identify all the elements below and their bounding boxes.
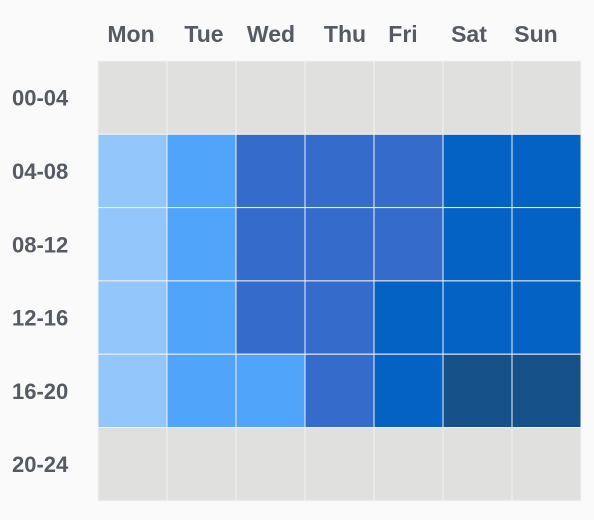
row-label-08-12: 08-12 [12, 232, 68, 257]
cell-fri-16-20 [373, 353, 444, 429]
cell-sun-20-24 [511, 427, 582, 502]
col-label-sun: Sun [514, 21, 557, 47]
cell-wed-16-20 [235, 353, 306, 429]
row-label-00-04: 00-04 [12, 86, 69, 111]
cell-sun-12-16 [511, 280, 582, 355]
cell-fri-20-24 [373, 427, 444, 502]
cell-fri-12-16 [373, 280, 444, 355]
col-label-fri: Fri [388, 21, 417, 47]
cell-thu-08-12 [304, 207, 375, 282]
cell-thu-16-20 [304, 353, 375, 429]
heatmap-cells [97, 60, 582, 502]
cell-tue-00-04 [166, 60, 237, 135]
cell-wed-00-04 [235, 60, 306, 135]
cell-sun-16-20 [511, 353, 582, 429]
cell-mon-00-04 [97, 60, 168, 135]
cell-sun-00-04 [511, 60, 582, 135]
cell-sat-00-04 [442, 60, 513, 135]
col-label-tue: Tue [184, 21, 223, 47]
cell-sat-16-20 [442, 353, 513, 429]
cell-tue-20-24 [166, 427, 237, 502]
col-label-mon: Mon [107, 21, 154, 47]
col-label-wed: Wed [247, 21, 295, 47]
row-labels: 00-04 04-08 08-12 12-16 16-20 20-24 [12, 86, 69, 477]
cell-sat-08-12 [442, 207, 513, 282]
col-label-thu: Thu [324, 21, 366, 47]
cell-tue-16-20 [166, 353, 237, 429]
row-label-12-16: 12-16 [12, 306, 68, 331]
cell-thu-00-04 [304, 60, 375, 135]
cell-mon-12-16 [97, 280, 168, 355]
cell-mon-20-24 [97, 427, 168, 502]
cell-sun-04-08 [511, 133, 582, 209]
cell-sat-12-16 [442, 280, 513, 355]
cell-thu-20-24 [304, 427, 375, 502]
cell-tue-08-12 [166, 207, 237, 282]
cell-tue-04-08 [166, 133, 237, 209]
row-label-04-08: 04-08 [12, 159, 68, 184]
cell-wed-20-24 [235, 427, 306, 502]
col-label-sat: Sat [451, 21, 487, 47]
column-labels: Mon Tue Wed Thu Fri Sat Sun [107, 21, 557, 47]
row-label-20-24: 20-24 [12, 452, 69, 477]
cell-wed-12-16 [235, 280, 306, 355]
row-label-16-20: 16-20 [12, 379, 68, 404]
cell-sat-20-24 [442, 427, 513, 502]
cell-wed-08-12 [235, 207, 306, 282]
cell-sun-08-12 [511, 207, 582, 282]
cell-mon-16-20 [97, 353, 168, 429]
cell-sat-04-08 [442, 133, 513, 209]
cell-fri-08-12 [373, 207, 444, 282]
cell-wed-04-08 [235, 133, 306, 209]
cell-mon-08-12 [97, 207, 168, 282]
cell-thu-12-16 [304, 280, 375, 355]
cell-mon-04-08 [97, 133, 168, 209]
cell-tue-12-16 [166, 280, 237, 355]
cell-fri-00-04 [373, 60, 444, 135]
cell-fri-04-08 [373, 133, 444, 209]
cell-thu-04-08 [304, 133, 375, 209]
